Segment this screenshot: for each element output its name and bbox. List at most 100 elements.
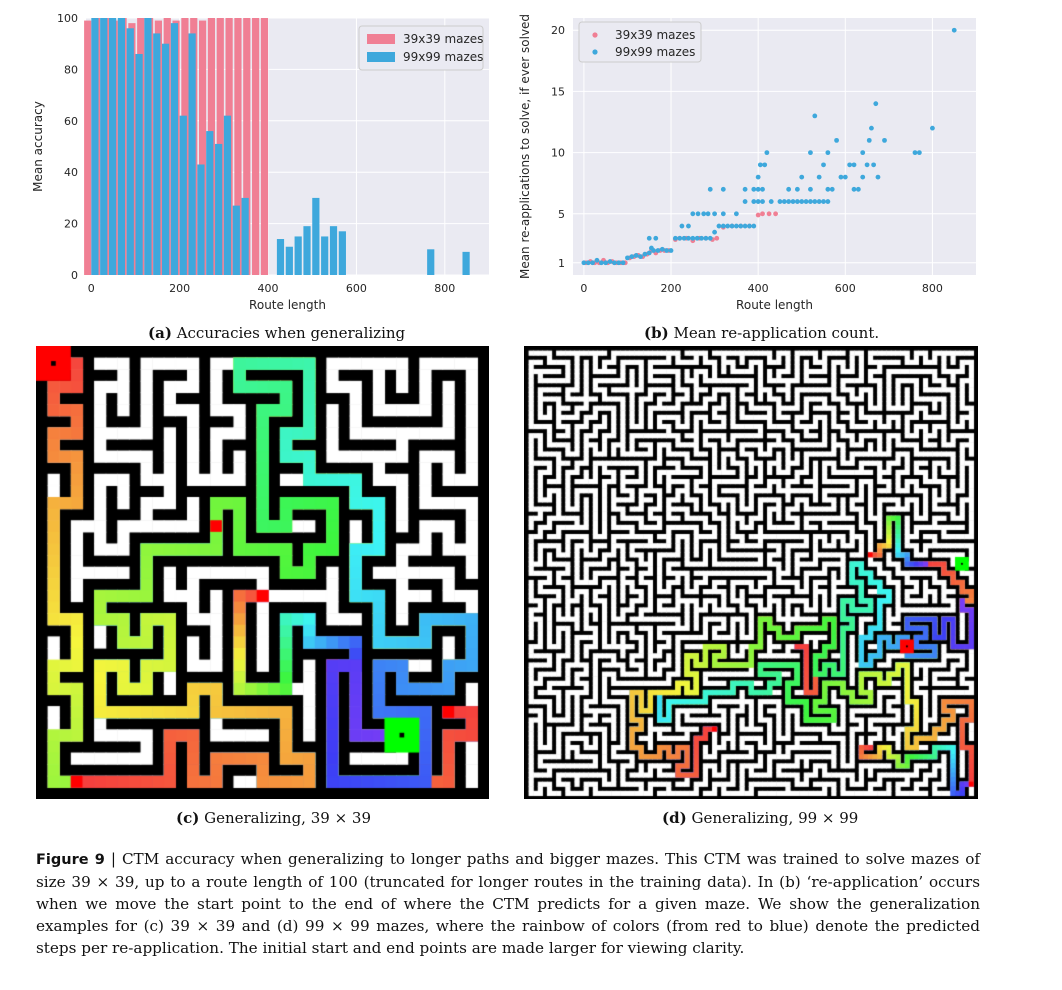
y-tick-label: 80 xyxy=(64,63,78,76)
point-99x99 xyxy=(825,186,831,192)
point-99x99 xyxy=(716,223,722,229)
point-99x99 xyxy=(699,235,704,241)
point-99x99 xyxy=(598,260,604,266)
point-99x99 xyxy=(694,235,700,241)
point-99x99 xyxy=(701,211,707,217)
point-99x99 xyxy=(821,162,826,168)
caption-c-label: (c) xyxy=(176,809,200,827)
x-tick-label: 200 xyxy=(661,282,682,295)
point-99x99 xyxy=(768,199,774,204)
point-99x99 xyxy=(638,254,643,260)
point-99x99 xyxy=(625,255,630,261)
point-99x99 xyxy=(808,186,813,192)
bar-99x99 xyxy=(179,115,187,275)
point-99x99 xyxy=(720,223,726,229)
x-axis-label: Route length xyxy=(249,298,326,312)
point-99x99 xyxy=(629,254,635,260)
y-axis-label: Mean accuracy xyxy=(31,101,45,192)
point-99x99 xyxy=(755,174,761,180)
point-99x99 xyxy=(751,186,757,192)
point-99x99 xyxy=(838,174,844,180)
y-tick-label: 20 xyxy=(551,24,565,37)
point-99x99 xyxy=(794,199,800,204)
point-99x99 xyxy=(585,260,591,266)
bar-99x99 xyxy=(232,205,240,275)
point-99x99 xyxy=(842,174,848,180)
y-tick-label: 60 xyxy=(64,115,78,128)
point-99x99 xyxy=(590,260,596,266)
legend-label: 99x99 mazes xyxy=(403,50,483,64)
point-99x99 xyxy=(705,211,711,217)
x-axis-label: Route length xyxy=(736,298,813,312)
point-99x99 xyxy=(760,199,765,204)
bar-99x99 xyxy=(285,246,293,275)
point-99x99 xyxy=(860,174,866,180)
point-99x99 xyxy=(703,235,709,241)
bar-39x39 xyxy=(243,18,251,275)
figure-caption-text: CTM accuracy when generalizing to longer… xyxy=(36,850,980,957)
point-99x99 xyxy=(851,162,857,168)
bar-99x99 xyxy=(108,18,117,275)
point-99x99 xyxy=(733,223,739,229)
point-99x99 xyxy=(686,223,691,229)
bar-39x39 xyxy=(260,18,269,275)
bar-99x99 xyxy=(294,236,302,275)
point-39x39 xyxy=(755,212,761,218)
point-99x99 xyxy=(607,259,613,264)
bar-99x99 xyxy=(188,33,196,275)
bar-99x99 xyxy=(170,23,179,275)
point-99x99 xyxy=(825,199,831,204)
bar-39x39 xyxy=(198,20,207,275)
point-99x99 xyxy=(633,253,639,258)
point-99x99 xyxy=(912,150,918,156)
point-99x99 xyxy=(794,186,800,192)
legend-box xyxy=(578,21,702,63)
x-tick-label: 600 xyxy=(346,282,367,295)
maze-99-image xyxy=(524,346,978,799)
caption-a-label: (a) xyxy=(148,324,172,342)
caption-a-text: Accuracies when generalizing xyxy=(176,324,406,342)
bar-99x99 xyxy=(91,18,99,275)
bar-99x99 xyxy=(276,239,285,275)
point-99x99 xyxy=(751,223,757,229)
point-99x99 xyxy=(812,113,818,119)
point-99x99 xyxy=(620,260,626,266)
point-99x99 xyxy=(860,150,866,156)
y-tick-label: 10 xyxy=(551,147,565,160)
point-99x99 xyxy=(742,223,748,229)
point-99x99 xyxy=(855,186,861,192)
point-99x99 xyxy=(808,150,813,156)
point-99x99 xyxy=(816,199,822,204)
bar-99x99 xyxy=(215,143,223,275)
x-tick-label: 400 xyxy=(748,282,769,295)
point-99x99 xyxy=(677,235,683,241)
legend-swatch xyxy=(367,52,395,62)
bar-99x99 xyxy=(462,251,470,275)
point-99x99 xyxy=(679,223,685,229)
point-99x99 xyxy=(733,211,739,217)
point-99x99 xyxy=(707,186,713,192)
figure-label: Figure 9 xyxy=(36,852,105,868)
point-99x99 xyxy=(751,199,757,204)
point-99x99 xyxy=(755,186,761,192)
point-99x99 xyxy=(603,260,609,266)
bar-99x99 xyxy=(162,43,170,276)
point-99x99 xyxy=(951,27,957,33)
point-99x99 xyxy=(720,211,726,217)
point-99x99 xyxy=(755,199,761,204)
point-99x99 xyxy=(742,186,748,192)
legend-swatch xyxy=(367,34,395,44)
legend-marker xyxy=(592,49,598,55)
point-99x99 xyxy=(695,211,701,217)
bar-99x99 xyxy=(338,231,346,275)
bar-99x99 xyxy=(321,236,329,275)
legend-label: 39x39 mazes xyxy=(403,32,483,46)
caption-d-label: (d) xyxy=(662,809,687,827)
figure-caption-separator: | xyxy=(104,850,122,868)
point-99x99 xyxy=(747,223,752,229)
y-tick-label: 1 xyxy=(558,257,565,270)
point-99x99 xyxy=(707,235,713,241)
point-39x39 xyxy=(766,211,772,217)
y-tick-label: 5 xyxy=(558,208,565,221)
point-99x99 xyxy=(646,250,652,256)
